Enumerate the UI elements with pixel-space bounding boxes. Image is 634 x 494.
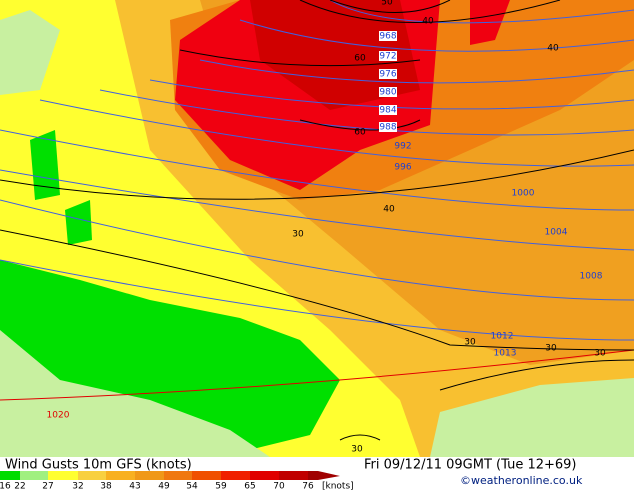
isobar-label: 1000 (512, 189, 535, 199)
legend-label: 27 (42, 482, 53, 491)
legend-swatch (78, 471, 106, 480)
legend-label: 65 (244, 482, 255, 491)
isobar-label-bg (379, 51, 397, 61)
isobar-label: 1020 (47, 411, 70, 421)
gust-contour-label: 30 (464, 338, 476, 348)
legend-swatch (0, 471, 20, 480)
isobar-label: 976 (379, 70, 396, 80)
footer: Wind Gusts 10m GFS (knots) Fri 09/12/11 … (5, 458, 583, 488)
legend-swatch (20, 471, 48, 480)
isobar-label-bg (379, 105, 397, 115)
legend-swatch (279, 471, 308, 480)
legend-swatch (221, 471, 250, 480)
legend-label: 38 (100, 482, 112, 491)
isobar-label: 968 (379, 32, 396, 42)
legend-unit: [knots] (322, 482, 354, 491)
isobar-label: 1008 (580, 272, 603, 282)
isobar-label: 984 (379, 106, 396, 116)
legend-label: 22 (14, 482, 25, 491)
legend-label: 16 (0, 482, 11, 491)
isobar-label-bg (379, 122, 397, 132)
legend-label: 49 (158, 482, 170, 491)
isobar-label: 992 (394, 142, 411, 152)
gust-contour-label: 60 (354, 54, 366, 64)
isobar-label: 1004 (545, 228, 568, 238)
legend-arrow (318, 471, 340, 480)
gust-contour-label: 30 (292, 230, 304, 240)
isobar-label-bg (379, 31, 397, 41)
legend-label: 59 (215, 482, 227, 491)
isobar-label-bg (379, 87, 397, 97)
map-area (0, 0, 634, 457)
isobar-label: 1012 (491, 332, 514, 342)
legend-swatch (106, 471, 135, 480)
legend-label: 70 (273, 482, 285, 491)
legend-swatch (192, 471, 221, 480)
gust-contour-label: 50 (381, 0, 393, 8)
isobar-label: 972 (379, 52, 396, 62)
legend-swatch (308, 471, 318, 480)
valid-time: Fri 09/12/11 09GMT (Tue 12+69) (364, 458, 577, 473)
legend-label: 76 (302, 482, 314, 491)
gust-contour-label: 60 (354, 128, 366, 138)
gust-contour-label: 40 (383, 205, 395, 215)
gust-contour-label: 40 (422, 17, 434, 27)
gust-contour-label: 30 (545, 344, 557, 354)
legend-swatch (250, 471, 279, 480)
gust-contour-label: 40 (547, 44, 559, 54)
legend-swatch (164, 471, 192, 480)
legend-label: 32 (72, 482, 83, 491)
legend: 16 22 27 32 38 43 49 54 59 65 70 76 [knots] (0, 471, 354, 492)
legend-swatch (135, 471, 164, 480)
isobar-label: 988 (379, 123, 396, 133)
gust-contour-label: 30 (594, 349, 606, 359)
legend-label: 54 (186, 482, 198, 491)
isobar-label: 980 (379, 88, 396, 98)
legend-swatch (48, 471, 78, 480)
map-labels: 968 972 976 980 984 988 992 996 1000 1004 1008 1012… (47, 0, 606, 455)
credit: ©weatheronline.co.uk (460, 474, 583, 487)
isobar-label: 996 (394, 163, 411, 173)
map-title: Wind Gusts 10m GFS (knots) (5, 458, 192, 473)
gust-contour-label: 30 (351, 445, 363, 455)
isobar-label-bg (379, 69, 397, 79)
legend-label: 43 (129, 482, 140, 491)
isobar-label: 1013 (494, 349, 517, 359)
